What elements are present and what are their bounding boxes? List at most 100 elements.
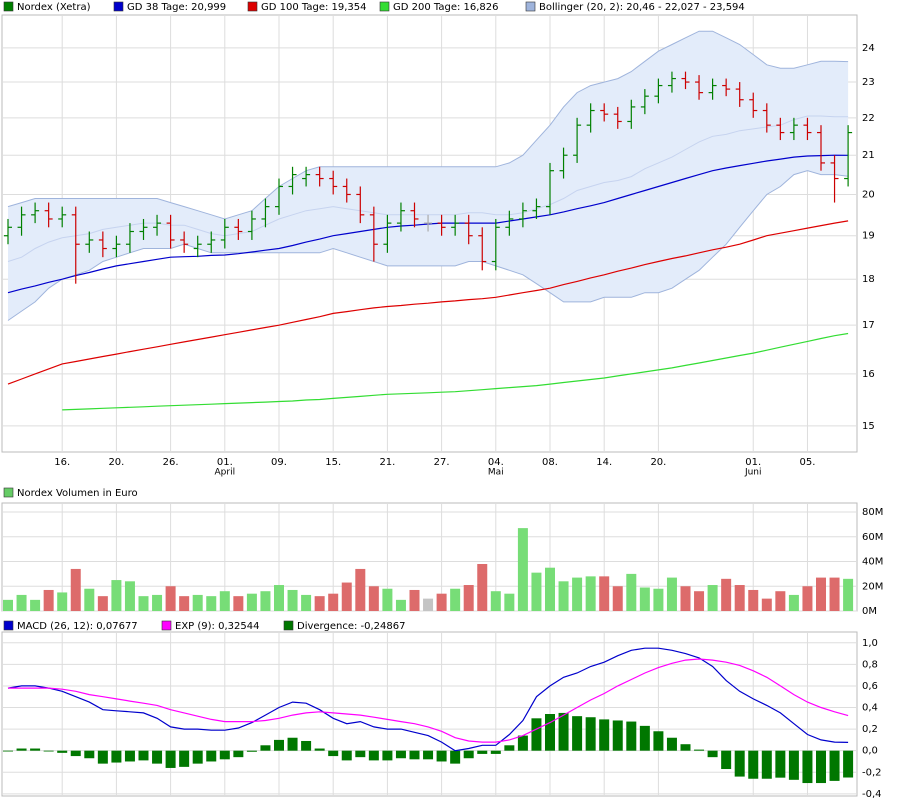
y-tick-label: 18 <box>862 274 875 285</box>
divergence-bar <box>477 750 488 754</box>
y-tick-label: 20 <box>862 189 875 200</box>
divergence-bar <box>490 750 501 754</box>
legend-swatch <box>283 620 294 631</box>
volume-bar <box>219 591 230 611</box>
y-tick-label: 60M <box>862 532 883 543</box>
y-tick-label: 15 <box>862 421 875 432</box>
divergence-bar <box>219 750 230 760</box>
divergence-bar <box>734 750 745 777</box>
volume-bar <box>748 589 759 611</box>
volume-bar <box>490 591 501 611</box>
macd-panel <box>1 631 858 797</box>
volume-bar <box>43 589 54 611</box>
x-tick-label: 01. <box>745 457 761 468</box>
divergence-bar <box>314 748 325 751</box>
divergence-bar <box>287 737 298 751</box>
divergence-bar <box>788 750 799 780</box>
y-tick-label: -0,4 <box>862 789 882 800</box>
volume-bar <box>775 591 786 611</box>
volume-bar <box>517 528 528 611</box>
volume-bar <box>477 563 488 611</box>
volume-bar <box>314 596 325 611</box>
volume-bar <box>355 568 366 611</box>
y-tick-label: 0M <box>862 606 877 617</box>
volume-bar <box>558 581 569 611</box>
divergence-bar <box>206 750 217 762</box>
divergence-bar <box>70 750 81 757</box>
legend-label: GD 38 Tage: 20,999 <box>127 2 226 13</box>
volume-bar <box>599 576 610 611</box>
legend-label: Nordex Volumen in Euro <box>17 488 138 499</box>
x-tick-label: 16. <box>54 457 70 468</box>
divergence-bar <box>463 750 474 759</box>
divergence-bar <box>260 745 271 751</box>
volume-bar <box>3 599 13 611</box>
y-tick-label: 24 <box>862 43 875 54</box>
divergence-bar <box>572 716 583 751</box>
x-tick-label: 27. <box>434 457 450 468</box>
volume-bar <box>504 593 515 611</box>
divergence-bar <box>423 750 434 760</box>
divergence-bar <box>138 750 149 761</box>
divergence-bar <box>152 750 163 764</box>
legend-swatch <box>3 487 14 498</box>
divergence-bar <box>43 750 54 752</box>
volume-bar <box>409 589 420 611</box>
volume-bar <box>328 593 339 611</box>
divergence-bar <box>124 750 135 762</box>
y-tick-label: 16 <box>862 369 875 380</box>
y-tick-label: 19 <box>862 231 875 242</box>
legend-swatch <box>161 620 172 631</box>
x-tick-label: 14. <box>596 457 612 468</box>
divergence-bar <box>30 748 41 751</box>
divergence-bar <box>328 750 339 757</box>
y-tick-label: 80M <box>862 507 883 518</box>
moving-average-line <box>62 332 849 411</box>
divergence-bar <box>775 750 786 778</box>
legend-swatch <box>113 1 124 12</box>
y-tick-label: 17 <box>862 320 875 331</box>
x-tick-label: 09. <box>271 457 287 468</box>
x-tick-label: 15. <box>325 457 341 468</box>
bollinger-lower <box>7 170 849 321</box>
divergence-bar <box>3 750 13 752</box>
divergence-bar <box>802 750 813 784</box>
divergence-bar <box>829 750 840 781</box>
divergence-bar <box>301 740 312 751</box>
volume-bar <box>816 577 826 611</box>
divergence-bar <box>84 750 95 759</box>
volume-bar <box>788 594 799 611</box>
y-tick-label: 0,4 <box>862 703 878 714</box>
divergence-bar <box>721 750 732 770</box>
volume-bar <box>761 598 772 611</box>
divergence-bar <box>666 737 677 751</box>
legend-swatch <box>379 1 390 12</box>
volume-bar <box>734 585 745 611</box>
x-month-label: April <box>215 468 236 478</box>
y-tick-label: 20M <box>862 581 883 592</box>
bollinger-upper <box>7 30 849 220</box>
divergence-bar <box>192 750 203 764</box>
legend-label: MACD (26, 12): 0,07677 <box>17 621 138 632</box>
y-tick-label: 1,0 <box>862 638 878 649</box>
x-tick-label: 20. <box>650 457 666 468</box>
y-tick-label: 0,8 <box>862 659 878 670</box>
volume-bar <box>57 592 68 611</box>
divergence-bar <box>707 750 718 758</box>
volume-bar <box>531 572 542 611</box>
volume-bar <box>111 580 122 611</box>
divergence-bar <box>233 750 244 758</box>
divergence-bar <box>504 745 515 751</box>
divergence-bar <box>368 750 379 761</box>
y-tick-label: 0,6 <box>862 681 878 692</box>
divergence-bar <box>694 749 705 751</box>
volume-bar <box>301 594 312 611</box>
volume-bar <box>152 594 163 611</box>
volume-bar <box>626 573 637 611</box>
x-month-label: Mai <box>488 468 504 478</box>
divergence-bar <box>816 750 826 784</box>
volume-bar <box>585 576 596 611</box>
divergence-bar <box>97 750 108 764</box>
legend-label: Divergence: -0,24867 <box>297 621 405 632</box>
volume-bar <box>680 586 691 611</box>
